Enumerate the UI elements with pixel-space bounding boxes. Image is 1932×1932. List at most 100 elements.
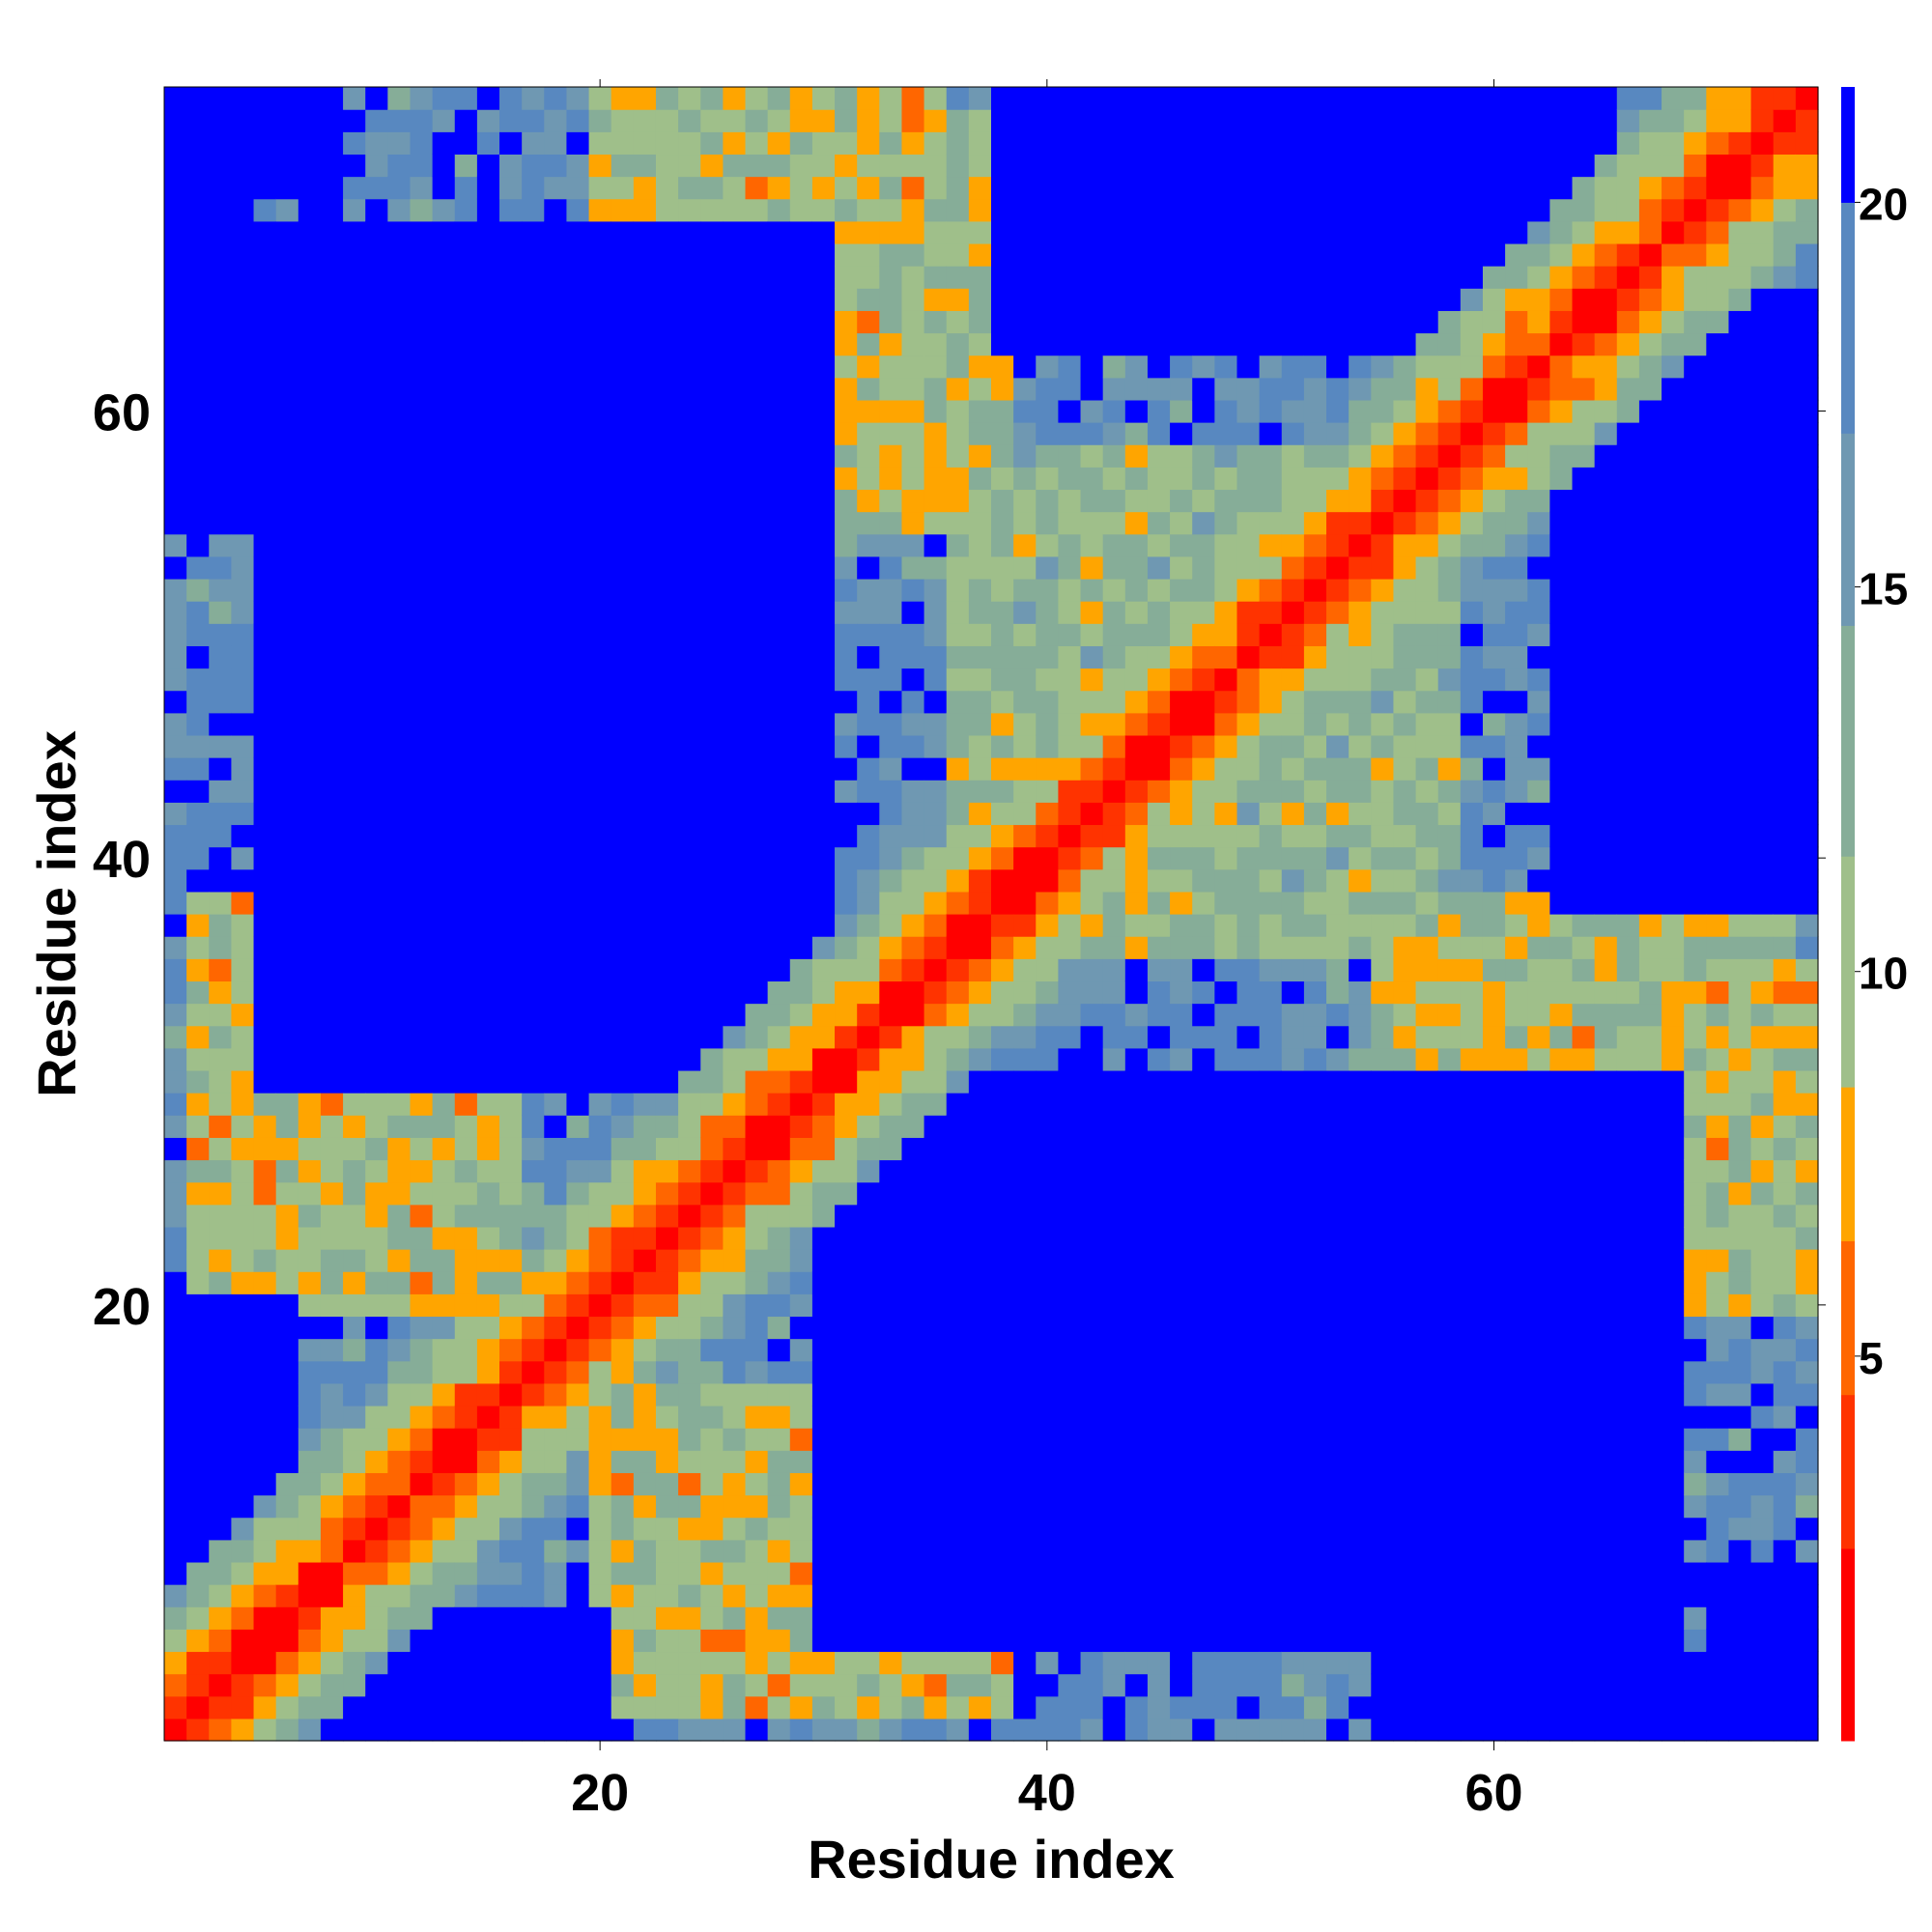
heatmap-cell xyxy=(946,1115,970,1138)
heatmap-cell xyxy=(901,377,925,401)
heatmap-cell xyxy=(1460,87,1484,110)
heatmap-cell xyxy=(186,377,210,401)
heatmap-cell xyxy=(835,868,858,893)
heatmap-cell xyxy=(209,511,233,535)
heatmap-cell xyxy=(901,1181,925,1206)
heatmap-cell xyxy=(1549,802,1574,826)
heatmap-cell xyxy=(811,355,836,379)
heatmap-cell xyxy=(320,87,344,110)
heatmap-cell xyxy=(745,377,769,401)
heatmap-cell xyxy=(387,332,412,356)
heatmap-cell xyxy=(767,1606,791,1630)
heatmap-cell xyxy=(946,533,970,557)
heatmap-cell xyxy=(588,467,612,491)
heatmap-cell xyxy=(410,467,434,491)
heatmap-cell xyxy=(811,1718,836,1742)
heatmap-cell xyxy=(1638,1584,1662,1607)
heatmap-cell xyxy=(588,1539,612,1563)
heatmap-cell xyxy=(275,511,299,535)
heatmap-cell xyxy=(588,109,612,132)
heatmap-cell xyxy=(499,154,523,178)
heatmap-cell xyxy=(789,1651,813,1675)
heatmap-cell xyxy=(298,422,322,445)
heatmap-cell xyxy=(968,467,992,491)
heatmap-cell xyxy=(522,980,545,1005)
heatmap-cell xyxy=(1505,1606,1528,1630)
heatmap-cell xyxy=(544,1093,568,1116)
heatmap-cell xyxy=(253,1293,277,1318)
heatmap-cell xyxy=(275,1181,299,1206)
heatmap-cell xyxy=(544,623,568,646)
heatmap-cell xyxy=(923,1360,948,1384)
heatmap-cell xyxy=(1594,1584,1618,1607)
heatmap-cell xyxy=(1349,1517,1372,1541)
heatmap-cell xyxy=(1527,1137,1550,1161)
heatmap-cell xyxy=(588,176,612,200)
heatmap-cell xyxy=(1058,936,1082,959)
heatmap-cell xyxy=(1638,1718,1662,1742)
heatmap-cell xyxy=(1303,1494,1327,1519)
heatmap-cell xyxy=(387,980,412,1005)
heatmap-cell xyxy=(566,1539,590,1563)
heatmap-cell xyxy=(1303,444,1327,468)
heatmap-cell xyxy=(1349,1651,1372,1675)
heatmap-cell xyxy=(186,601,210,624)
heatmap-cell xyxy=(320,1606,344,1630)
heatmap-cell xyxy=(1616,1651,1640,1675)
heatmap-cell xyxy=(1415,444,1439,468)
heatmap-cell xyxy=(454,757,478,781)
heatmap-cell xyxy=(522,154,545,178)
heatmap-cell xyxy=(1482,1494,1506,1519)
heatmap-cell xyxy=(1415,1561,1439,1585)
heatmap-cell xyxy=(1013,712,1037,736)
heatmap-cell xyxy=(1371,668,1395,692)
heatmap-cell xyxy=(1549,578,1574,602)
heatmap-cell xyxy=(298,1651,322,1675)
heatmap-cell xyxy=(1259,1629,1283,1653)
heatmap-cell xyxy=(789,1338,813,1362)
heatmap-cell xyxy=(1259,355,1283,379)
heatmap-cell xyxy=(566,936,590,959)
heatmap-cell xyxy=(1013,1539,1037,1563)
heatmap-cell xyxy=(298,1450,322,1473)
heatmap-cell xyxy=(767,712,791,736)
heatmap-cell xyxy=(1437,1293,1462,1318)
heatmap-cell xyxy=(231,1651,255,1675)
heatmap-cell xyxy=(298,1338,322,1362)
heatmap-cell xyxy=(432,1428,456,1451)
heatmap-cell xyxy=(655,1695,679,1719)
heatmap-cell xyxy=(343,1629,366,1653)
heatmap-cell xyxy=(811,533,836,557)
heatmap-cell xyxy=(365,1673,388,1697)
heatmap-cell xyxy=(1303,1069,1327,1094)
heatmap-cell xyxy=(566,1695,590,1719)
heatmap-cell xyxy=(1616,578,1640,602)
heatmap-cell xyxy=(1303,511,1327,535)
heatmap-cell xyxy=(1013,1517,1037,1541)
heatmap-cell xyxy=(1527,645,1550,669)
heatmap-cell xyxy=(968,1428,992,1451)
heatmap-cell xyxy=(1349,1405,1372,1429)
heatmap-cell xyxy=(811,846,836,870)
heatmap-cell xyxy=(1192,310,1215,334)
heatmap-cell xyxy=(387,377,412,401)
heatmap-cell xyxy=(1662,1517,1685,1541)
heatmap-cell xyxy=(1371,757,1395,781)
heatmap-cell xyxy=(1505,734,1528,758)
heatmap-cell xyxy=(1482,1293,1506,1318)
heatmap-cell xyxy=(320,198,344,222)
heatmap-cell xyxy=(253,533,277,557)
heatmap-cell xyxy=(253,109,277,132)
heatmap-cell xyxy=(499,332,523,356)
heatmap-cell xyxy=(1080,1093,1104,1116)
heatmap-cell xyxy=(901,1517,925,1541)
heatmap-cell xyxy=(767,1316,791,1340)
heatmap-cell xyxy=(879,891,903,915)
heatmap-cell xyxy=(879,109,903,132)
heatmap-cell xyxy=(611,266,635,289)
heatmap-cell xyxy=(678,914,701,937)
heatmap-cell xyxy=(633,87,657,110)
heatmap-cell xyxy=(1505,1249,1528,1272)
heatmap-cell xyxy=(1192,1093,1215,1116)
heatmap-cell xyxy=(1505,802,1528,826)
